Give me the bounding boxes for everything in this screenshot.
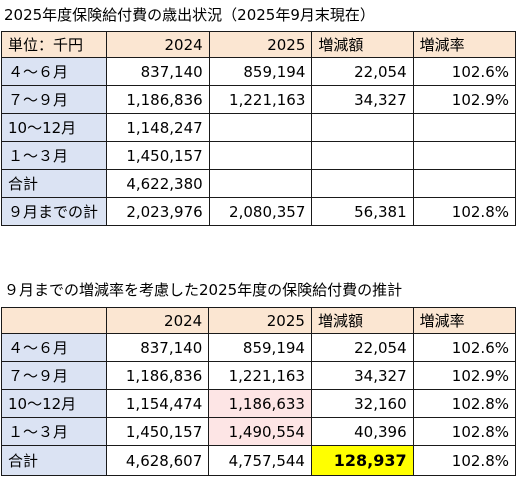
table-row: ４～６月 837,140 859,194 22,054 102.6% (1, 57, 516, 86)
estimate-table: 2024 2025 増減額 増減率 ４～６月 837,140 859,194 2… (1, 307, 516, 476)
header-2025: 2025 (208, 31, 313, 58)
table-row: １～３月 1,450,157 (1, 141, 516, 170)
table-header-row: 2024 2025 増減額 増減率 (1, 307, 516, 334)
header-change-rate: 増減率 (412, 31, 516, 58)
cell-change-amount (311, 113, 414, 142)
cell-2024: 1,148,247 (105, 113, 210, 142)
table-row: ４～６月 837,140 859,194 22,054 102.6% (1, 333, 516, 362)
cell-change-rate: 102.8% (412, 417, 516, 446)
table1-title: 2025年度保険給付費の歳出状況（2025年9月末現在） (4, 6, 375, 24)
table-row: 10～12月 1,154,474 1,186,633 32,160 102.8% (1, 389, 516, 418)
header-2025: 2025 (208, 307, 312, 334)
total-row: 合計 4,628,607 4,757,544 128,937 102.8% (1, 445, 516, 476)
row-label: ７～９月 (1, 85, 107, 114)
cell-change-amount (311, 141, 414, 170)
cell-2024: 1,450,157 (105, 417, 210, 446)
row-label: １～３月 (1, 417, 107, 446)
cell-2024: 2,023,976 (105, 197, 210, 226)
cell-2025: 4,757,544 (208, 445, 312, 476)
header-change-amount: 増減額 (310, 307, 414, 334)
row-label: 合計 (1, 169, 107, 198)
cell-change-rate (412, 113, 516, 142)
header-change-rate: 増減率 (412, 307, 516, 334)
cell-change-amount: 56,381 (311, 197, 414, 226)
cell-change-rate (412, 141, 516, 170)
cell-change-rate: 102.9% (412, 361, 516, 390)
expenditure-status-table: 単位：千円 2024 2025 増減額 増減率 ４～６月 837,140 859… (1, 31, 516, 226)
cell-2025 (208, 141, 313, 170)
table-row: ９月までの計 2,023,976 2,080,357 56,381 102.8% (1, 197, 516, 226)
cell-change-rate: 102.6% (412, 333, 516, 362)
cell-2025: 2,080,357 (208, 197, 313, 226)
cell-2025: 859,194 (208, 333, 312, 362)
cell-change-rate: 102.8% (412, 389, 516, 418)
row-label: 10～12月 (1, 389, 107, 418)
header-2024: 2024 (105, 31, 210, 58)
cell-2024: 837,140 (105, 57, 210, 86)
cell-change-amount: 34,327 (310, 361, 414, 390)
cell-2025: 1,221,163 (208, 85, 313, 114)
table-row: ７～９月 1,186,836 1,221,163 34,327 102.9% (1, 361, 516, 390)
cell-2024: 4,628,607 (105, 445, 210, 476)
row-label: ９月までの計 (1, 197, 107, 226)
cell-change-amount: 34,327 (311, 85, 414, 114)
table2-title: ９月までの増減率を考慮した2025年度の保険給付費の推計 (4, 281, 403, 299)
cell-change-rate (412, 169, 516, 198)
cell-2024: 4,622,380 (105, 169, 210, 198)
cell-2025 (208, 169, 313, 198)
highlighted-total-change: 128,937 (310, 445, 414, 476)
row-label: １～３月 (1, 141, 107, 170)
cell-change-rate: 102.8% (412, 197, 516, 226)
table-row: 合計 4,622,380 (1, 169, 516, 198)
table-row: 10～12月 1,148,247 (1, 113, 516, 142)
cell-change-rate: 102.8% (412, 445, 516, 476)
cell-change-amount: 40,396 (310, 417, 414, 446)
cell-change-amount (311, 169, 414, 198)
table-header-row: 単位：千円 2024 2025 増減額 増減率 (1, 31, 516, 58)
cell-2024: 837,140 (105, 333, 210, 362)
cell-change-rate: 102.9% (412, 85, 516, 114)
cell-2024: 1,450,157 (105, 141, 210, 170)
cell-2025: 859,194 (208, 57, 313, 86)
cell-2024: 1,154,474 (105, 389, 210, 418)
cell-2025-estimate: 1,186,633 (208, 389, 312, 418)
header-unit: 単位：千円 (1, 31, 107, 58)
cell-2024: 1,186,836 (105, 361, 210, 390)
cell-2025 (208, 113, 313, 142)
header-blank (1, 307, 107, 334)
cell-change-amount: 32,160 (310, 389, 414, 418)
cell-2024: 1,186,836 (105, 85, 210, 114)
header-2024: 2024 (105, 307, 210, 334)
cell-change-amount: 22,054 (311, 57, 414, 86)
row-label: 合計 (1, 445, 107, 476)
cell-change-amount: 22,054 (310, 333, 414, 362)
row-label: ７～９月 (1, 361, 107, 390)
cell-change-rate: 102.6% (412, 57, 516, 86)
table-row: １～３月 1,450,157 1,490,554 40,396 102.8% (1, 417, 516, 446)
table-row: ７～９月 1,186,836 1,221,163 34,327 102.9% (1, 85, 516, 114)
row-label: ４～６月 (1, 333, 107, 362)
row-label: 10～12月 (1, 113, 107, 142)
row-label: ４～６月 (1, 57, 107, 86)
header-change-amount: 増減額 (311, 31, 414, 58)
cell-2025-estimate: 1,490,554 (208, 417, 312, 446)
cell-2025: 1,221,163 (208, 361, 312, 390)
